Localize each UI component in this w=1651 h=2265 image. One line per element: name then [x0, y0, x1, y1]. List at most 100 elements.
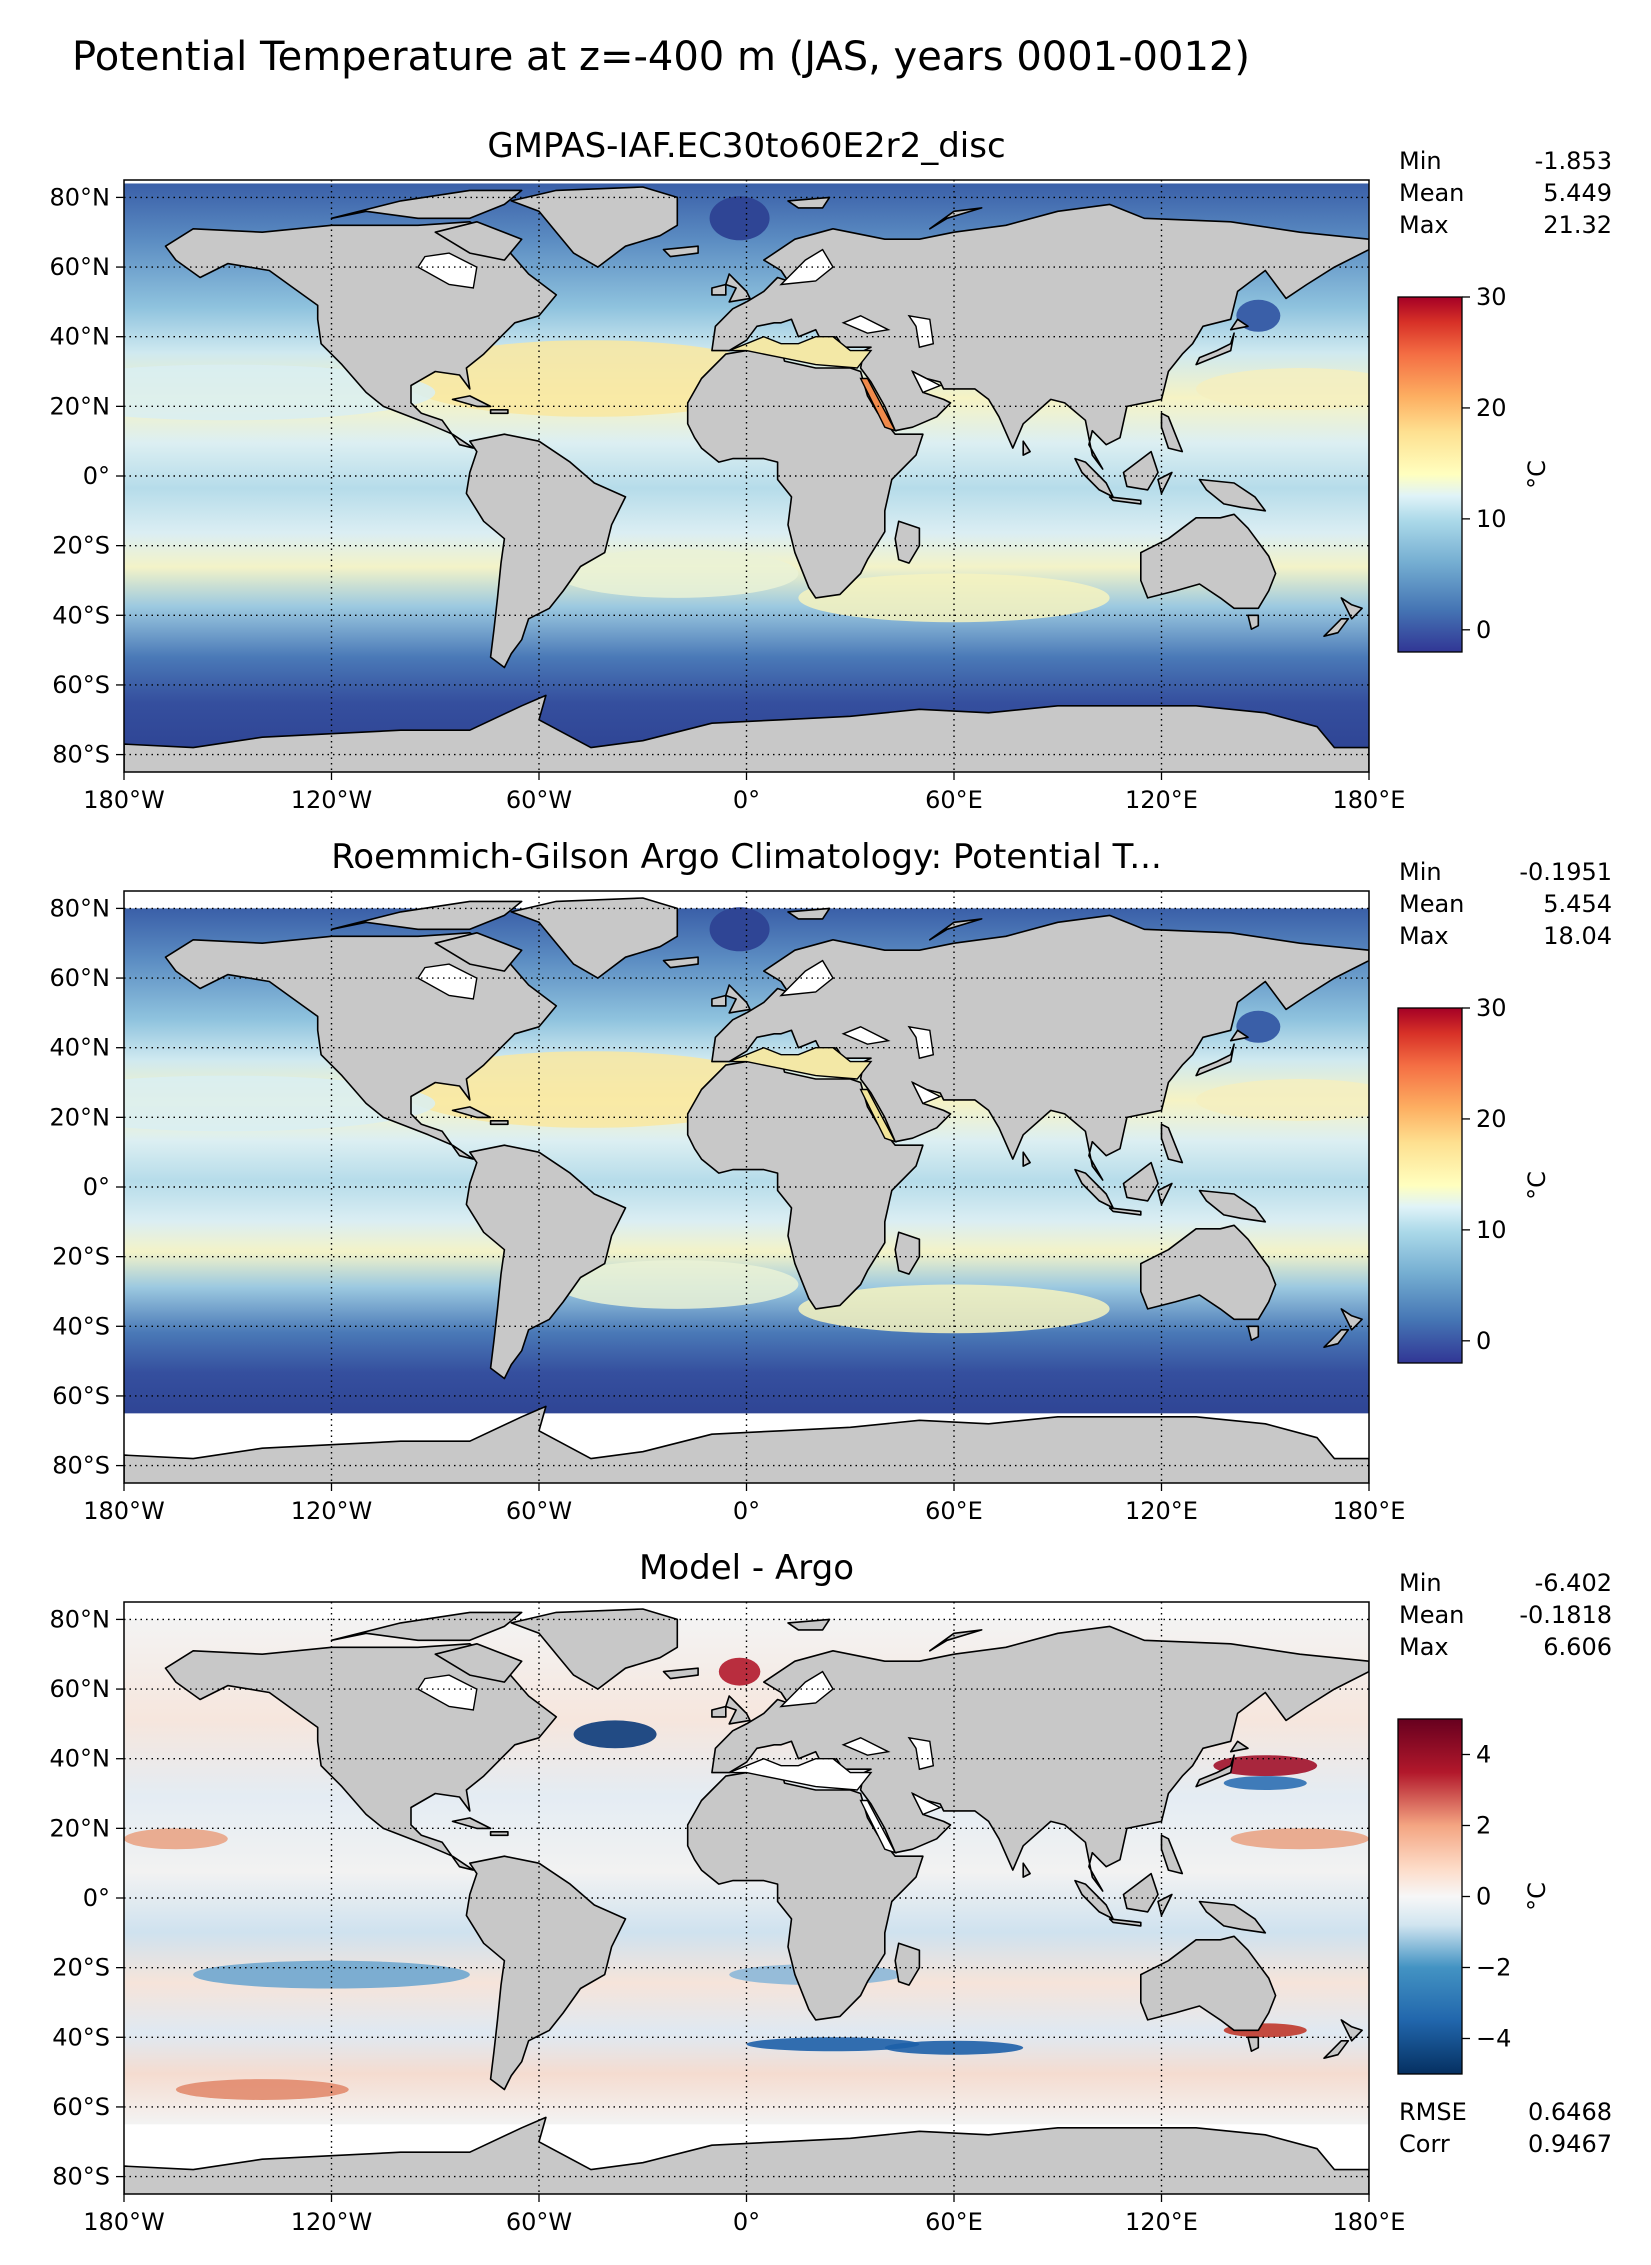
landmass-greenland: [510, 897, 679, 979]
y-tick-label: 20°N: [50, 1103, 111, 1131]
landmass-newGuinea: [1198, 478, 1267, 512]
anomaly-blob: [1223, 1776, 1307, 1791]
stat-label-max: Max: [1399, 1633, 1449, 1661]
anomaly-blob: [573, 1720, 657, 1749]
x-tick-label: 180°E: [1333, 1497, 1406, 1525]
y-tick-label: 60°N: [50, 253, 111, 281]
colorbar-tick-label: 30: [1476, 994, 1507, 1022]
warm-anomaly: [400, 1051, 782, 1128]
colorbar-tick-label: 2: [1476, 1812, 1491, 1840]
warm-anomaly: [1196, 1079, 1369, 1121]
landmass-eurasia: [711, 203, 1369, 470]
y-tick-label: 60°N: [50, 964, 111, 992]
landmass-sriLanka: [1022, 440, 1031, 456]
x-tick-label: 180°W: [83, 2208, 165, 2236]
water-caspian: [907, 1736, 935, 1771]
stat-label-min: Min: [1399, 1569, 1442, 1597]
landmass-southAmerica: [465, 433, 627, 669]
colorbar-tick-label: 10: [1476, 505, 1507, 533]
kuroshio-cold: [1236, 1010, 1281, 1043]
stat-value-mean: -0.1818: [1519, 1601, 1612, 1629]
landmass-novayaZemlya: [928, 207, 983, 230]
landmass-nzNorth: [1340, 597, 1363, 620]
y-tick-label: 40°N: [50, 323, 111, 351]
colorbar-tick-label: −4: [1476, 2025, 1511, 2053]
landmass-southAmerica: [465, 1144, 627, 1380]
stat-label-max: Max: [1399, 922, 1449, 950]
landmass-japan: [1195, 1754, 1235, 1788]
landmass-ireland: [711, 283, 727, 296]
x-tick-label: 120°E: [1125, 1497, 1198, 1525]
landmass-philippines: [1160, 1123, 1184, 1164]
warm-anomaly: [556, 549, 799, 598]
y-tick-label: 60°S: [52, 2093, 110, 2121]
colorbar-tick-label: 0: [1476, 616, 1491, 644]
warm-anomaly: [798, 1284, 1110, 1334]
landmass-nzNorth: [1340, 1308, 1363, 1331]
colorbar-tick-label: 20: [1476, 1105, 1507, 1133]
x-tick-label: 60°W: [506, 786, 572, 814]
landmass-hispaniola: [489, 1831, 509, 1837]
landmass-tasmania: [1247, 2036, 1260, 2052]
landmass-iceland: [662, 956, 699, 969]
water-redSea: [859, 1088, 897, 1143]
landmass-southAmerica: [465, 1855, 627, 2091]
warm-anomaly: [798, 573, 1110, 623]
landmass-britain: [724, 1695, 751, 1725]
stat-value-min: -6.402: [1535, 1569, 1612, 1597]
stat-value-mean: 5.449: [1543, 179, 1612, 207]
x-tick-label: 120°W: [291, 1497, 373, 1525]
stat-value-max: 21.32: [1543, 211, 1612, 239]
map-panel-1: 80°N 60°N 40°N 20°N 0° 20°S 40°S 60°S 80°S 180°W 1…: [50, 126, 1613, 814]
colorbar-tick-label: 30: [1476, 283, 1507, 311]
landmass-australia: [1140, 1224, 1277, 1321]
y-tick-label: 80°N: [50, 894, 111, 922]
landmass-novayaZemlya: [928, 1629, 983, 1652]
warm-anomaly: [556, 1260, 799, 1309]
landmass-canadaArchipelago: [330, 900, 523, 931]
landmass-canadaArchipelago: [330, 1611, 523, 1642]
land: [124, 897, 1369, 1483]
land: [124, 1608, 1369, 2194]
landmass-britain: [724, 984, 751, 1014]
stat-label-min: Min: [1399, 858, 1442, 886]
y-tick-label: 40°S: [52, 1312, 110, 1340]
y-tick-label: 80°N: [50, 183, 111, 211]
map-area: [124, 1602, 1369, 2194]
anomaly-blob: [746, 2037, 920, 2052]
colorbar: [1397, 1718, 1463, 2075]
landmass-hokkaido: [1229, 318, 1249, 331]
landmass-japan: [1195, 332, 1235, 366]
y-tick-label: 40°N: [50, 1745, 111, 1773]
landmass-australia: [1140, 1935, 1277, 2032]
landmass-sriLanka: [1022, 1151, 1031, 1167]
panel-title: GMPAS-IAF.EC30to60E2r2_disc: [487, 126, 1005, 166]
x-tick-label: 180°W: [83, 786, 165, 814]
landmass-hokkaido: [1229, 1029, 1249, 1042]
landmass-madagascar: [894, 1942, 921, 1986]
landmass-hokkaido: [1229, 1740, 1249, 1753]
panel-title: Roemmich-Gilson Argo Climatology: Potent…: [331, 837, 1162, 877]
landmass-nzSouth: [1323, 2040, 1350, 2059]
y-tick-label: 40°S: [52, 601, 110, 629]
x-tick-label: 180°E: [1333, 2208, 1406, 2236]
landmass-baffin: [434, 221, 523, 261]
stat-value-mean: 5.454: [1543, 890, 1612, 918]
landmass-newGuinea: [1198, 1189, 1267, 1223]
water-blackSea: [841, 1737, 891, 1756]
colorbar-tick-label: −2: [1476, 1954, 1511, 1982]
anomaly-blob: [1230, 1828, 1369, 1850]
nordic-sea-cold: [709, 196, 770, 241]
y-tick-label: 80°S: [52, 1452, 110, 1480]
kuroshio-cold: [1236, 299, 1281, 332]
x-tick-label: 120°E: [1125, 786, 1198, 814]
colorbar-label: °C: [1523, 1171, 1551, 1200]
landmass-greenland: [510, 186, 679, 268]
landmass-iceland: [662, 1667, 699, 1680]
stat-label-min: Min: [1399, 147, 1442, 175]
x-tick-label: 0°: [733, 2208, 760, 2236]
water-mediterranean: [728, 335, 873, 369]
stat-value-max: 18.04: [1543, 922, 1612, 950]
graticule: [124, 1602, 1369, 2194]
x-tick-label: 180°E: [1333, 786, 1406, 814]
